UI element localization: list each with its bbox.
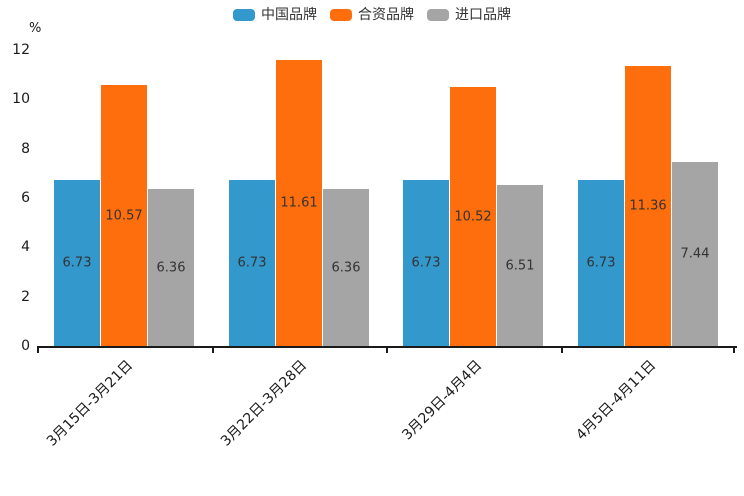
plot-area: 6.73 10.57 6.36 6.73 11.61 6.36 6.73 10.52 6.51 6… (37, 50, 735, 346)
bar-jv-brand-group4: 11.36 (625, 66, 671, 346)
x-axis-label-group1: 3月15日-3月21日 (43, 357, 136, 450)
legend-swatch-china-brand (233, 9, 255, 21)
y-tick-label-12: 12 (12, 42, 30, 58)
legend-label-import-brand: 进口品牌 (455, 7, 511, 23)
bar-import-brand-group2: 6.36 (323, 189, 369, 346)
bar-china-brand-group1: 6.73 (54, 180, 100, 346)
bar-value-label: 6.73 (411, 255, 441, 271)
y-tick-label-10: 10 (12, 91, 30, 108)
x-axis-tick (212, 348, 214, 353)
x-axis-tick (386, 348, 388, 353)
bar-value-label: 6.73 (237, 255, 267, 271)
bar-china-brand-group4: 6.73 (578, 180, 624, 346)
bar-value-label: 7.44 (680, 246, 710, 262)
x-axis-label-group3: 3月29日-4月4日 (398, 357, 485, 444)
bar-value-label: 6.36 (156, 260, 186, 275)
x-axis-line (37, 346, 737, 348)
x-axis-tick (561, 348, 563, 353)
bar-import-brand-group3: 6.51 (497, 185, 543, 346)
bar-china-brand-group3: 6.73 (403, 180, 449, 346)
bar-value-label: 6.73 (62, 255, 92, 271)
bar-import-brand-group1: 6.36 (148, 189, 194, 346)
bar-value-label: 10.57 (105, 208, 143, 223)
x-axis-label-group2: 3月22日-3月28日 (218, 357, 311, 450)
legend-label-china-brand: 中国品牌 (261, 7, 317, 23)
legend-item-china-brand[interactable]: 中国品牌 (233, 8, 317, 22)
legend: 中国品牌 合资品牌 进口品牌 (0, 8, 744, 22)
bar-value-label: 11.36 (629, 198, 667, 214)
legend-swatch-import-brand (427, 9, 449, 21)
bar-value-label: 10.52 (454, 209, 492, 224)
bar-value-label: 6.51 (505, 258, 535, 273)
y-tick-label-8: 8 (21, 140, 30, 157)
legend-item-jv-brand[interactable]: 合资品牌 (330, 8, 414, 22)
bar-jv-brand-group2: 11.61 (276, 60, 322, 346)
y-tick-label-6: 6 (21, 190, 30, 206)
x-axis-tick (733, 348, 735, 353)
legend-label-jv-brand: 合资品牌 (358, 7, 414, 23)
bar-china-brand-group2: 6.73 (229, 180, 275, 346)
y-axis-unit-label: % (29, 21, 42, 36)
x-axis-label-group4: 4月5日-4月11日 (573, 357, 660, 444)
legend-item-import-brand[interactable]: 进口品牌 (427, 8, 511, 22)
bar-value-label: 6.36 (331, 260, 361, 275)
legend-swatch-jv-brand (330, 9, 352, 21)
y-tick-label-2: 2 (21, 288, 30, 305)
bar-value-label: 11.61 (280, 195, 318, 211)
y-tick-label-0: 0 (21, 338, 30, 354)
x-axis-tick (37, 348, 39, 353)
bar-jv-brand-group1: 10.57 (101, 85, 147, 346)
y-tick-label-4: 4 (21, 239, 30, 256)
bar-import-brand-group4: 7.44 (672, 162, 718, 346)
bar-value-label: 6.73 (586, 255, 616, 271)
bar-jv-brand-group3: 10.52 (450, 87, 496, 346)
